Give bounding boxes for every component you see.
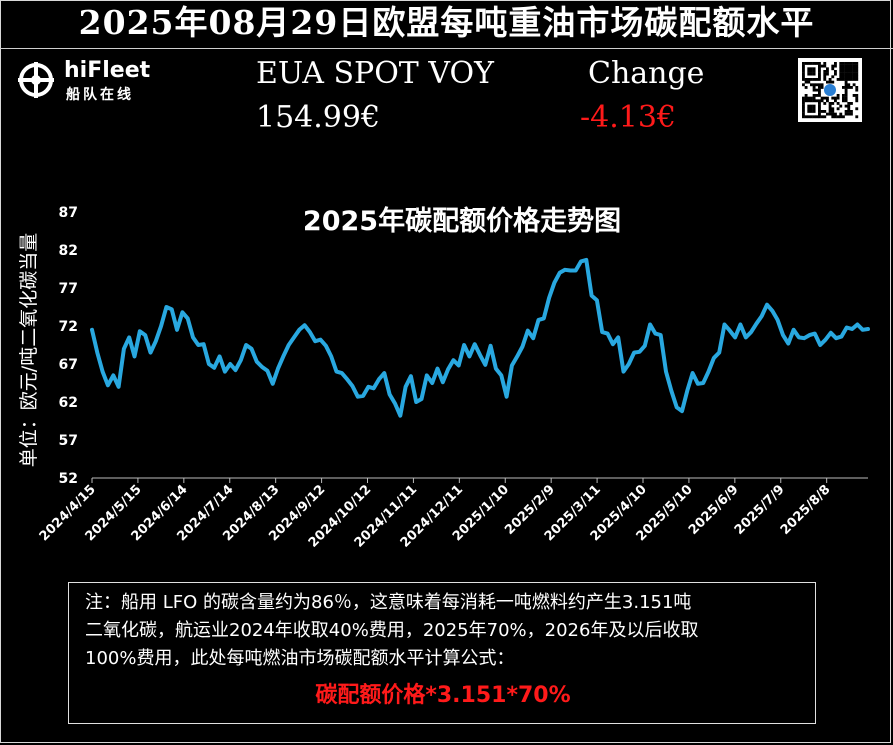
x-tick-label: 2025/8/8 — [778, 482, 834, 538]
page-title: 2025年08月29日欧盟每吨重油市场碳配额水平 — [78, 3, 815, 42]
y-tick-label: 77 — [59, 281, 78, 297]
chart-title: 2025年碳配额价格走势图 — [303, 205, 621, 237]
note-line-2: 二氧化碳，航运业2024年收取40%费用，2025年70%，2026年及以后收取 — [85, 620, 699, 641]
note-line-1: 注：船用 LFO 的碳含量约为86％，这意味着每消耗一吨燃料约产生3.151吨 — [85, 592, 692, 613]
y-tick-label: 67 — [59, 357, 78, 373]
title-divider — [0, 48, 893, 49]
hifleet-logo: hiFleet 船队在线 — [16, 58, 176, 103]
spot-value: 154.99€ — [256, 100, 381, 135]
spot-label: EUA SPOT VOY — [256, 56, 494, 91]
y-axis-ticks: 87 82 77 72 67 62 57 52 — [59, 205, 78, 487]
change-value: -4.13€ — [580, 100, 677, 135]
y-tick-label: 72 — [59, 319, 78, 335]
qr-code-icon — [798, 58, 862, 122]
y-tick-label: 52 — [59, 471, 78, 487]
note-line-3: 100%费用，此处每吨燃油市场碳配额水平计算公式： — [85, 648, 515, 669]
y-tick-label: 82 — [59, 243, 78, 259]
note-text: 注：船用 LFO 的碳含量约为86％，这意味着每消耗一吨燃料约产生3.151吨 … — [85, 589, 807, 673]
y-tick-label: 62 — [59, 395, 78, 411]
y-tick-label: 87 — [59, 205, 78, 221]
price-series-line — [90, 257, 870, 418]
formula-text: 碳配额价格*3.151*70% — [315, 683, 571, 708]
price-trend-chart: 2025年碳配额价格走势图 单位：欧元/吨二氧化碳当量 87 82 77 72 67 62… — [18, 205, 870, 551]
logo-name: hiFleet — [64, 58, 151, 83]
x-axis-ticks: 2024/4/152024/5/152024/6/142024/7/142024… — [37, 478, 834, 551]
ship-wheel-icon — [18, 62, 54, 98]
y-tick-label: 57 — [59, 433, 78, 449]
note-box: 注：船用 LFO 的碳含量约为86％，这意味着每消耗一吨燃料约产生3.151吨 … — [68, 582, 816, 724]
y-axis-label: 单位：欧元/吨二氧化碳当量 — [18, 233, 40, 467]
logo-subtitle: 船队在线 — [66, 87, 134, 103]
change-label: Change — [588, 56, 705, 91]
